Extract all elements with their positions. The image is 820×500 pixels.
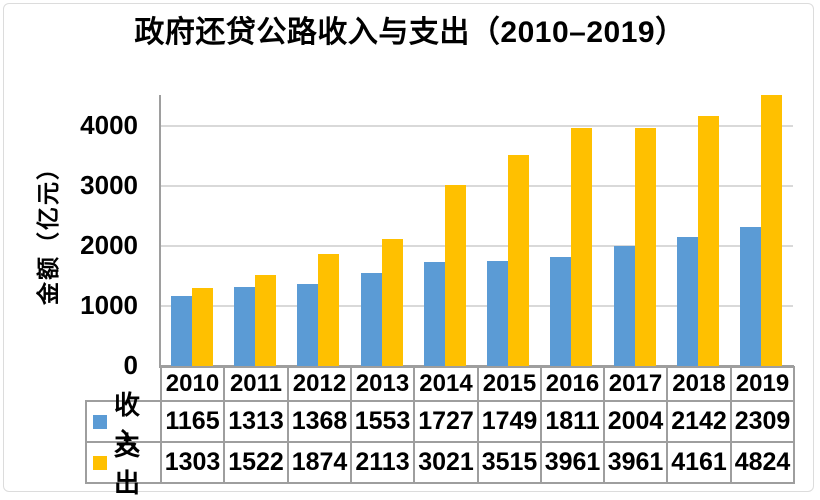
table-cell-expense-2012: 1874: [287, 441, 352, 484]
table-cell-year-2013: 2013: [350, 366, 415, 402]
gridline-1000: [160, 305, 793, 307]
bar-income-2018: [677, 237, 699, 366]
bar-income-2015: [487, 261, 509, 366]
table-cell-income-2012: 1368: [287, 400, 352, 443]
table-cell-expense-2013: 2113: [350, 441, 415, 484]
bar-income-2019: [740, 227, 762, 366]
bar-expense-2013: [381, 239, 403, 366]
table-cell-income-2016: 1811: [540, 400, 605, 443]
chart-title: 政府还贷公路收入与支出（2010–2019）: [134, 16, 686, 49]
bar-expense-2015: [508, 155, 530, 366]
bar-income-2017: [613, 245, 635, 366]
y-tick-label-4000: 4000: [80, 110, 138, 140]
table-cell-income-2018: 2142: [666, 400, 732, 443]
y-tick-label-2000: 2000: [80, 230, 138, 260]
table-cell-expense-2011: 1522: [223, 441, 289, 484]
table-cell-income-2011: 1313: [223, 400, 289, 443]
table-cell-income-2017: 2004: [603, 400, 668, 443]
table-cell-expense-2010: 1303: [160, 441, 225, 484]
y-axis-line: [159, 95, 161, 368]
bar-expense-2012: [318, 253, 340, 366]
gridline-3000: [160, 185, 793, 187]
table-cell-year-2017: 2017: [603, 366, 668, 402]
bar-income-2010: [170, 296, 192, 366]
legend-item-income: 收入: [85, 390, 162, 457]
table-cell-year-2010: 2010: [160, 366, 225, 402]
table-cell-expense-2018: 4161: [666, 441, 732, 484]
bar-expense-2017: [634, 128, 656, 366]
bar-expense-2011: [254, 274, 276, 366]
table-cell-year-2019: 2019: [730, 366, 795, 402]
bar-expense-2016: [571, 128, 593, 366]
table-cell-income-2010: 1165: [160, 400, 225, 443]
table-cell-year-2014: 2014: [413, 366, 479, 402]
table-cell-year-2012: 2012: [287, 366, 352, 402]
table-cell-expense-2014: 3021: [413, 441, 479, 484]
table-cell-income-2014: 1727: [413, 400, 479, 443]
table-cell-expense-2016: 3961: [540, 441, 605, 484]
bar-expense-2018: [698, 116, 720, 366]
bar-expense-2010: [191, 287, 213, 366]
table-cell-expense-2017: 3961: [603, 441, 668, 484]
table-cell-expense-2015: 3515: [477, 441, 542, 484]
table-cell-year-2018: 2018: [666, 366, 732, 402]
bar-income-2013: [360, 272, 382, 366]
gridline-2000: [160, 245, 793, 247]
bar-income-2014: [423, 262, 445, 366]
legend-swatch-expense: [93, 455, 107, 470]
table-cell-expense-2019: 4824: [730, 441, 795, 484]
y-tick-label-0: 0: [123, 350, 138, 380]
y-tick-label-1000: 1000: [80, 290, 138, 320]
y-tick-label-3000: 3000: [80, 170, 138, 200]
table-cell-income-2019: 2309: [730, 400, 795, 443]
table-cell-income-2013: 1553: [350, 400, 415, 443]
bar-income-2016: [550, 257, 572, 366]
legend-swatch-income: [93, 414, 107, 429]
bar-expense-2014: [444, 184, 466, 366]
bar-expense-2019: [761, 95, 783, 366]
table-cell-year-2015: 2015: [477, 366, 542, 402]
bar-income-2012: [297, 283, 319, 366]
gridline-4000: [160, 125, 793, 127]
bar-income-2011: [233, 287, 255, 366]
table-cell-year-2016: 2016: [540, 366, 605, 402]
table-cell-income-2015: 1749: [477, 400, 542, 443]
legend-item-expense: 支出: [85, 431, 162, 498]
legend-label-expense: 支出: [114, 430, 141, 498]
table-cell-year-2011: 2011: [223, 366, 289, 402]
